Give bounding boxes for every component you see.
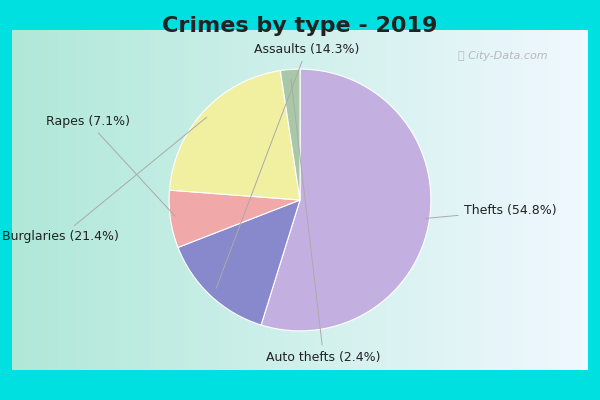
Text: Rapes (7.1%): Rapes (7.1%) [46,115,175,216]
Text: Burglaries (21.4%): Burglaries (21.4%) [2,117,206,243]
Wedge shape [280,69,300,200]
Text: Crimes by type - 2019: Crimes by type - 2019 [163,16,437,36]
Text: ⓘ City-Data.com: ⓘ City-Data.com [458,51,548,61]
Wedge shape [178,200,300,325]
Wedge shape [261,69,431,331]
Wedge shape [169,190,300,248]
Text: Assaults (14.3%): Assaults (14.3%) [216,43,359,288]
Wedge shape [169,70,300,200]
Text: Thefts (54.8%): Thefts (54.8%) [426,204,556,218]
Text: Auto thefts (2.4%): Auto thefts (2.4%) [266,79,381,364]
